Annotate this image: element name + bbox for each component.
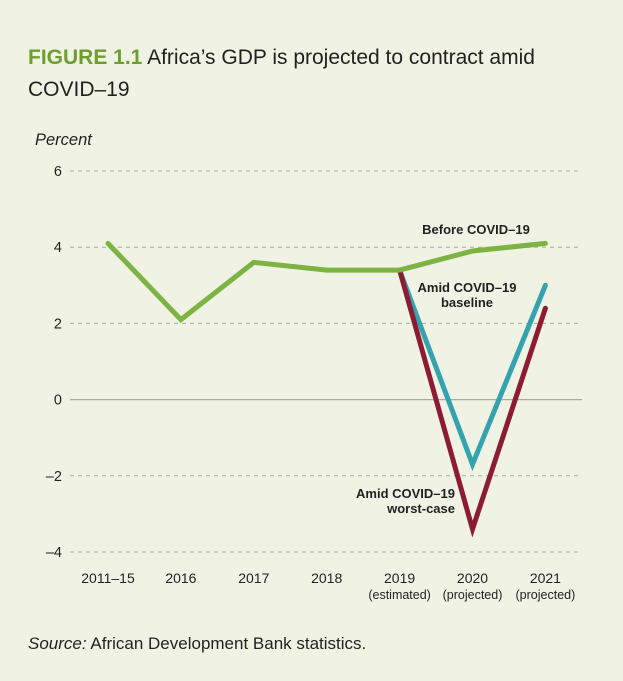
x-tick-label: 2020 bbox=[457, 570, 488, 586]
series-line-before-covid bbox=[105, 240, 548, 323]
series-annotation: baseline bbox=[441, 295, 493, 310]
x-tick-label: 2019 bbox=[384, 570, 415, 586]
source-label: Source: bbox=[28, 634, 87, 653]
series-line-amid-covid-worst-case bbox=[397, 267, 548, 538]
y-axis-label: Percent bbox=[35, 131, 92, 149]
figure-label: FIGURE 1.1 bbox=[28, 46, 143, 69]
series-annotation: Amid COVID–19 bbox=[418, 280, 517, 295]
y-tick-label: –4 bbox=[46, 545, 62, 561]
x-tick-label: 2017 bbox=[238, 570, 269, 586]
figure-title-line1: Africa’s GDP is projected to contract am… bbox=[147, 46, 535, 69]
x-tick-sublabel: (projected) bbox=[516, 588, 576, 602]
figure-title-line2: COVID–19 bbox=[28, 78, 130, 101]
x-tick-label: 2021 bbox=[530, 570, 561, 586]
x-tick-label: 2018 bbox=[311, 570, 342, 586]
y-tick-label: 6 bbox=[54, 164, 62, 180]
figure-title: FIGURE 1.1 Africa’s GDP is projected to … bbox=[28, 42, 608, 106]
y-tick-label: –2 bbox=[46, 469, 62, 485]
y-tick-label: 2 bbox=[54, 316, 62, 332]
y-tick-label: 0 bbox=[54, 393, 62, 409]
series-line-amid-covid-baseline bbox=[397, 267, 548, 472]
source-note: Source: African Development Bank statist… bbox=[28, 634, 366, 654]
series-annotation: worst-case bbox=[386, 501, 455, 516]
x-tick-label: 2016 bbox=[165, 570, 196, 586]
x-tick-sublabel: (estimated) bbox=[368, 588, 431, 602]
y-tick-label: 4 bbox=[54, 240, 62, 256]
x-tick-sublabel: (projected) bbox=[443, 588, 503, 602]
series-annotation: Amid COVID–19 bbox=[356, 486, 455, 501]
x-tick-label: 2011–15 bbox=[81, 570, 135, 586]
series-annotation: Before COVID–19 bbox=[422, 222, 530, 237]
source-text: African Development Bank statistics. bbox=[90, 634, 367, 653]
